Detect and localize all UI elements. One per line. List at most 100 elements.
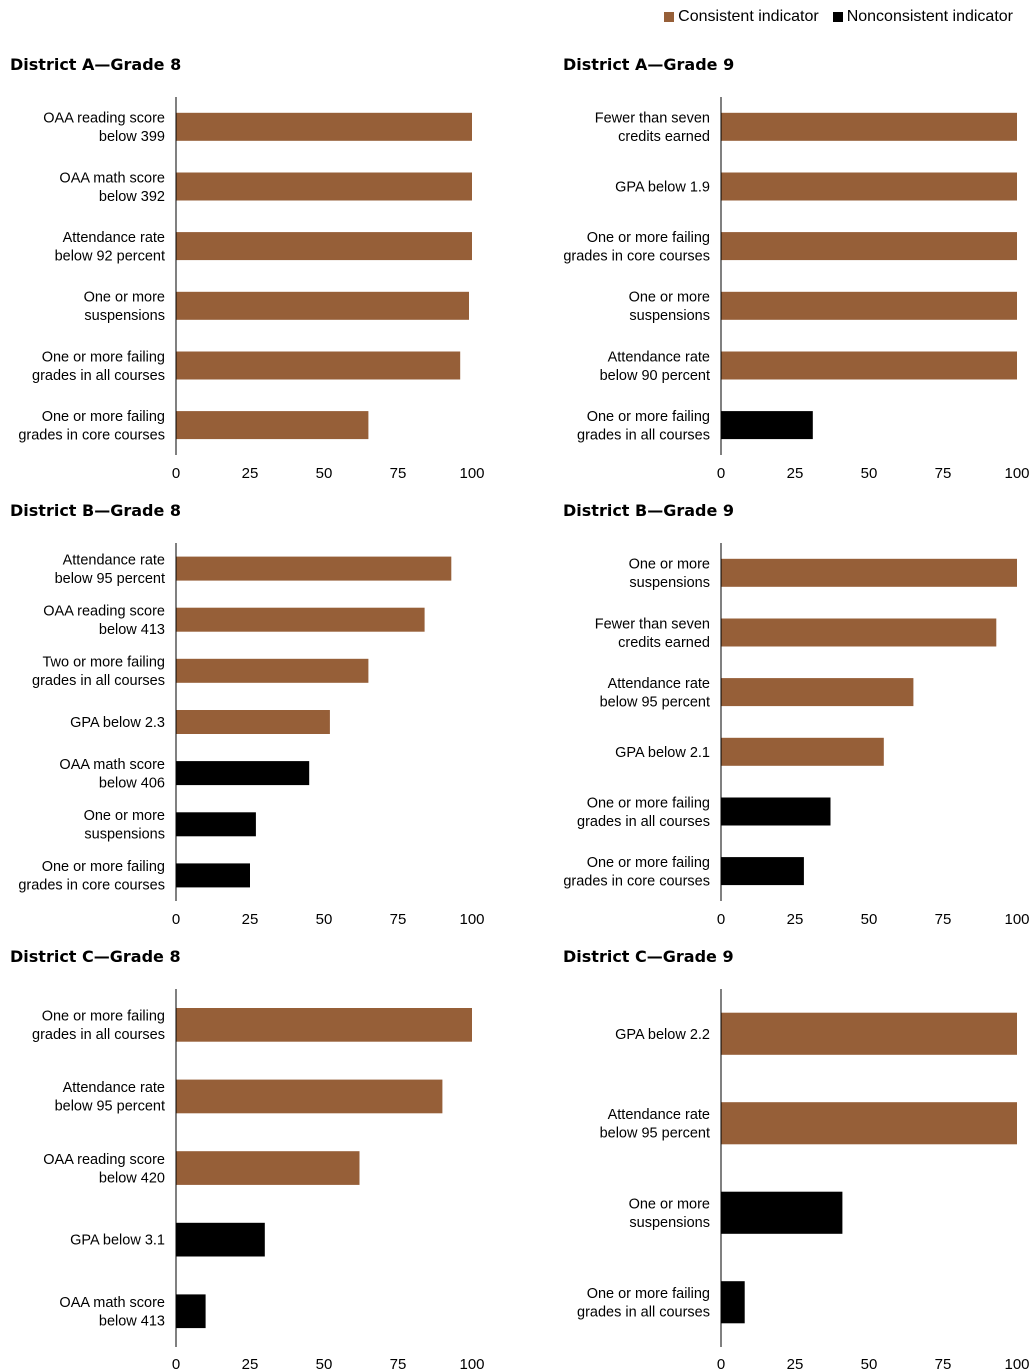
category-label-line: Attendance rate [608,1107,710,1123]
category-label-line: OAA reading score [43,111,165,127]
bar [176,556,452,581]
chart-panel-1: District A—Grade 8 OAA reading score below… [10,55,485,482]
x-tick-label: 100 [459,1356,484,1372]
category-label-line: suspensions [84,827,165,843]
bar [176,761,310,786]
category-label-line: One or more failing [587,795,710,811]
chart-panel-3: District B—Grade 8 Attendance rate below 9… [10,501,485,928]
x-tick-label: 25 [242,1356,259,1372]
category-label-line: Attendance rate [608,676,710,692]
category-label-line: Fewer than seven [595,616,710,632]
category-label-line: One or more failing [42,1009,165,1025]
legend-swatch-nonconsistent [832,12,843,22]
x-tick-label: 0 [717,911,725,928]
bar [176,1151,360,1185]
category-label-line: credits earned [618,129,710,145]
bar [721,737,884,766]
x-tick-label: 50 [316,1356,333,1372]
category-label-line: OAA reading score [43,604,165,620]
x-tick-label: 75 [935,465,952,482]
category-label-line: suspensions [84,308,165,324]
category-label-line: below 413 [99,622,165,638]
category-label-line: One or more failing [587,409,710,425]
x-tick-label: 100 [1004,465,1029,482]
bar [176,863,250,888]
chart-title: District C—Grade 9 [563,947,734,966]
bar [176,411,369,440]
category-label-line: GPA below 2.1 [615,745,710,761]
bar [176,112,472,141]
category-label: One or more suspensions [84,290,165,325]
bar [176,351,461,380]
x-tick-label: 0 [172,465,180,482]
category-label: One or more suspensions [629,1197,710,1232]
legend-swatch-consistent [664,12,675,22]
category-label-line: One or more [84,290,165,306]
category-label-line: GPA below 2.3 [70,715,165,731]
bar [176,291,469,320]
category-label: GPA below 2.2 [615,1027,710,1043]
x-tick-label: 25 [787,1356,804,1372]
category-label-line: Attendance rate [63,1080,165,1096]
category-label-line: OAA reading score [43,1152,165,1168]
category-label: OAA reading score below 420 [43,1152,165,1187]
category-label-line: below 95 percent [55,571,165,587]
category-label-line: below 420 [99,1170,165,1186]
category-label: One or more failing grades in core course… [563,855,710,890]
category-label: GPA below 1.9 [615,180,710,196]
category-label: OAA reading score below 399 [43,111,165,146]
bar [721,351,1017,380]
category-label: GPA below 2.3 [70,715,165,731]
category-label-line: One or more [629,290,710,306]
category-label-line: below 92 percent [55,248,165,264]
x-tick-label: 50 [316,465,333,482]
chart-panel-6: District C—Grade 9 GPA below 2.2 Attendanc… [563,947,1030,1372]
x-tick-label: 75 [935,1356,952,1372]
chart-title: District A—Grade 9 [563,55,734,74]
category-label-line: Two or more failing [43,655,166,671]
category-label-line: One or more failing [587,230,710,246]
x-tick-label: 50 [316,911,333,928]
bar [721,232,1017,261]
chart-title: District B—Grade 9 [563,501,734,520]
category-label-line: Fewer than seven [595,111,710,127]
category-label-line: Attendance rate [63,230,165,246]
category-label-line: grades in all courses [32,368,165,384]
bar [176,1222,265,1257]
category-label: Attendance rate below 95 percent [55,1080,165,1115]
chart-title: District C—Grade 8 [10,947,181,966]
legend-label-consistent: Consistent indicator [678,8,819,25]
x-tick-label: 75 [390,911,407,928]
category-label-line: below 406 [99,775,165,791]
category-label: Fewer than seven credits earned [595,111,710,146]
category-label-line: below 90 percent [600,368,710,384]
x-tick-label: 100 [1004,1356,1029,1372]
category-label: OAA math score below 406 [59,757,165,792]
category-label-line: OAA math score [59,1295,165,1311]
x-tick-label: 50 [861,911,878,928]
x-tick-label: 25 [787,911,804,928]
bar [721,1281,745,1324]
category-label-line: grades in all courses [577,427,710,443]
chart-panel-4: District B—Grade 9 One or more suspensions… [563,501,1030,928]
bar [721,1012,1017,1055]
category-label-line: grades in all courses [577,1305,710,1321]
legend: Consistent indicator Nonconsistent indic… [664,8,1013,26]
legend-item-consistent: Consistent indicator [664,8,819,26]
category-label-line: OAA math score [59,757,165,773]
category-label: Attendance rate below 95 percent [55,552,165,587]
chart-title: District B—Grade 8 [10,501,181,520]
bar [721,291,1017,320]
category-label-line: grades in core courses [18,878,165,894]
category-label: One or more suspensions [84,808,165,843]
bar [176,658,369,683]
bar [721,1102,1017,1145]
bar [721,411,813,440]
category-label-line: grades in all courses [32,673,165,689]
x-tick-label: 0 [172,1356,180,1372]
category-label-line: below 413 [99,1314,165,1330]
category-label: One or more failing grades in all courses [577,409,710,444]
bar [721,558,1017,587]
category-label-line: suspensions [629,575,710,591]
